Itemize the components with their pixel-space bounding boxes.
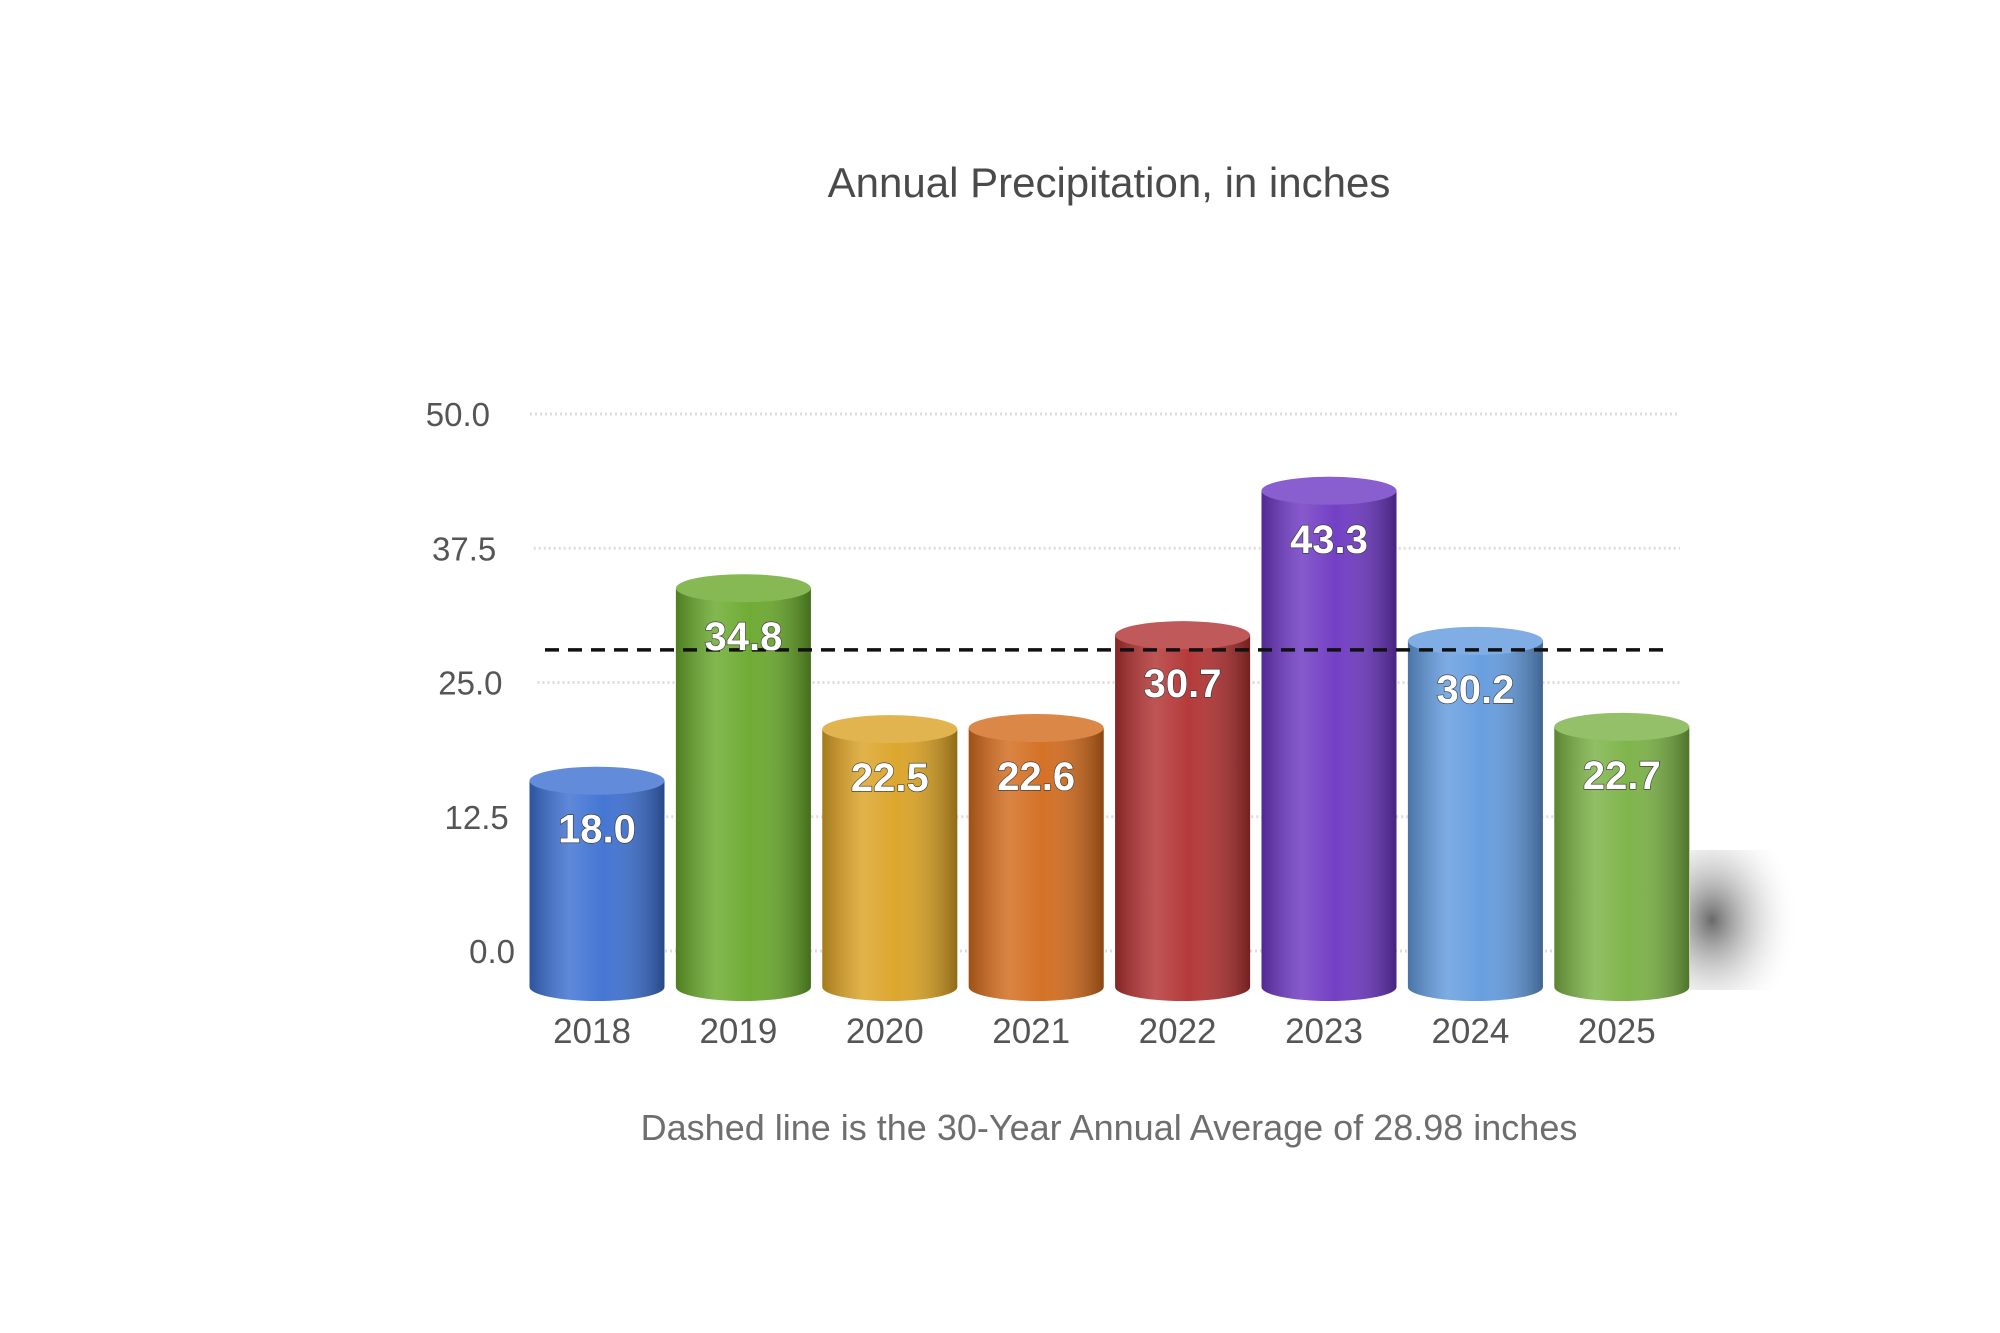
y-tick-label: 37.5 — [432, 530, 496, 567]
y-tick-label: 0.0 — [469, 933, 515, 970]
bar-2020 — [822, 715, 958, 1001]
value-label: 18.0 — [558, 808, 636, 852]
value-label: 34.8 — [704, 615, 782, 659]
bar-2021 — [968, 714, 1104, 1001]
value-label: 22.7 — [1583, 754, 1661, 798]
x-tick-label: 2024 — [1431, 1012, 1509, 1051]
value-label: 30.2 — [1436, 668, 1514, 712]
bar-2018 — [529, 766, 665, 1001]
x-tick-label: 2022 — [1139, 1012, 1217, 1051]
bar-2022 — [1115, 621, 1251, 1001]
bar-2025 — [1554, 712, 1690, 1001]
bar-shadow — [1690, 850, 1800, 990]
y-tick-label: 12.5 — [445, 799, 509, 836]
chart-caption: Dashed line is the 30-Year Annual Averag… — [641, 1107, 1578, 1148]
y-tick-label: 25.0 — [438, 665, 502, 702]
value-label: 30.7 — [1144, 662, 1222, 706]
x-tick-label: 2023 — [1285, 1012, 1363, 1051]
chart-title: Annual Precipitation, in inches — [828, 159, 1391, 206]
x-tick-label: 2018 — [553, 1012, 631, 1051]
x-tick-label: 2019 — [699, 1012, 777, 1051]
value-label: 22.6 — [997, 755, 1075, 799]
value-label: 43.3 — [1290, 518, 1368, 562]
bar-2019 — [675, 574, 811, 1001]
y-tick-label: 50.0 — [426, 396, 490, 433]
x-tick-label: 2021 — [992, 1012, 1070, 1051]
x-tick-label: 2025 — [1578, 1012, 1656, 1051]
bar-2024 — [1407, 626, 1543, 1001]
value-label: 22.5 — [851, 756, 929, 800]
bar-2023 — [1261, 476, 1397, 1001]
x-tick-label: 2020 — [846, 1012, 924, 1051]
